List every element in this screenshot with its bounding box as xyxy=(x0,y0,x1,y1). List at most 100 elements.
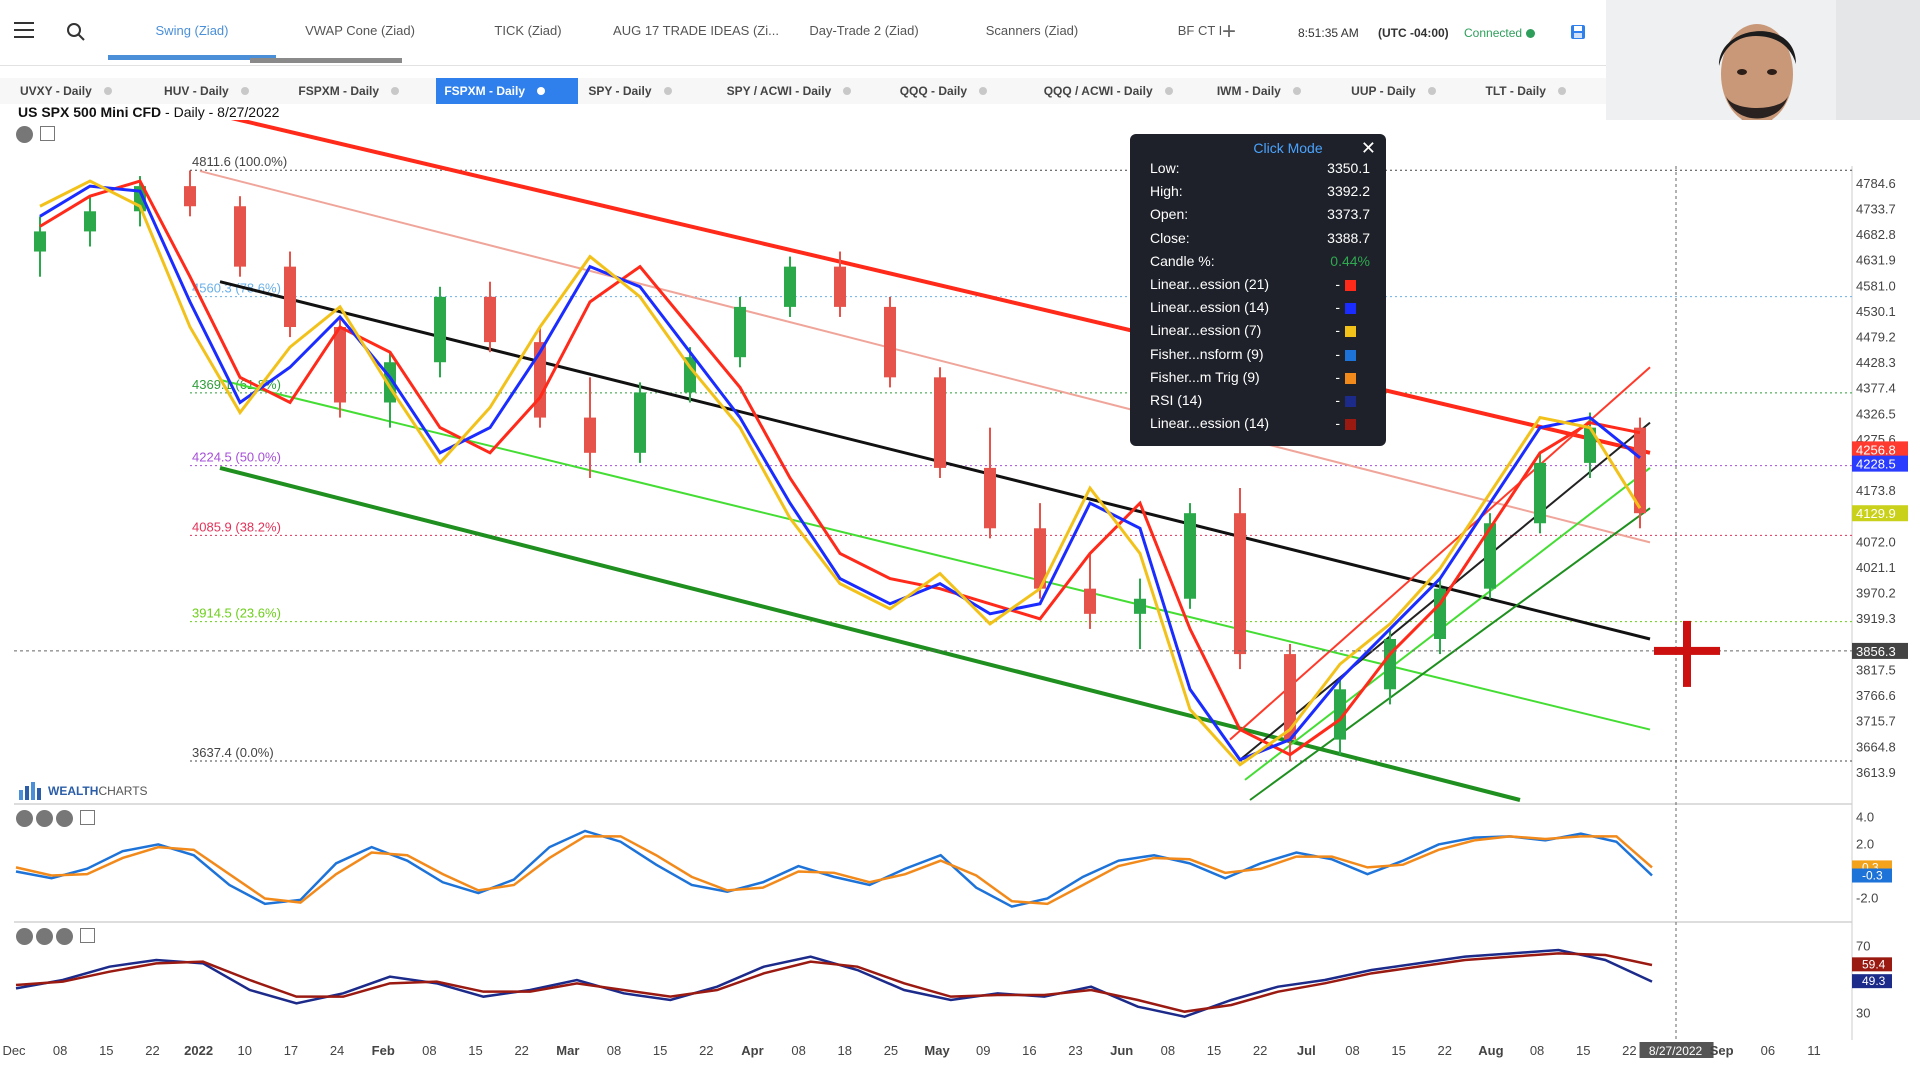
collapse-pane-icon[interactable] xyxy=(36,810,53,827)
tab-close-dot-icon[interactable] xyxy=(843,87,852,95)
indicator-row[interactable]: Linear...ession (14) - xyxy=(1150,299,1370,319)
candle-body xyxy=(1084,588,1096,614)
layout-tab[interactable]: TICK (Ziad) xyxy=(494,22,562,38)
price-axis-label: 3715.7 xyxy=(1856,714,1896,729)
tab-close-dot-icon[interactable] xyxy=(979,87,988,95)
info-label: Open: xyxy=(1150,206,1189,223)
chart-tab[interactable]: QQQ - Daily xyxy=(892,78,1034,104)
price-chart[interactable]: 4784.6 4733.7 4682.8 4631.9 4581.0 4530.1 4479… xyxy=(0,108,1920,1060)
osc1-tag-box xyxy=(1852,868,1892,883)
chart-tab[interactable]: FSPXM - Daily xyxy=(436,78,579,104)
indicator-color-swatch[interactable] xyxy=(1345,326,1356,338)
indicator-row[interactable]: Linear...ession (14) - xyxy=(1150,415,1370,435)
chart-tab[interactable]: UVXY - Daily xyxy=(12,78,154,104)
indicator-row[interactable]: Fisher...nsform (9) - xyxy=(1150,346,1370,366)
indicator-row[interactable]: Linear...ession (21) - xyxy=(1150,276,1370,296)
x-axis-label: 22 xyxy=(699,1043,713,1058)
indicator-value: - xyxy=(1335,276,1340,292)
tab-close-dot-icon[interactable] xyxy=(103,87,112,95)
layout-tab[interactable]: VWAP Cone (Ziad) xyxy=(305,22,415,38)
candle-body xyxy=(1034,528,1046,589)
tab-close-dot-icon[interactable] xyxy=(1164,87,1173,95)
chart-tab[interactable]: HUV - Daily xyxy=(156,78,288,104)
move-up-icon[interactable] xyxy=(56,810,73,827)
candle-body xyxy=(1334,689,1346,740)
x-axis-label: 22 xyxy=(1253,1043,1267,1058)
collapse-pane-icon[interactable] xyxy=(36,928,53,945)
chart-tab-strip: UVXY - Daily HUV - Daily FSPXM - Daily FSPX… xyxy=(0,78,1606,104)
indicator-color-swatch[interactable] xyxy=(1345,280,1356,291)
trend-channel-line xyxy=(1244,467,1651,781)
price-axis-label: 4682.8 xyxy=(1856,227,1896,242)
indicator-value: - xyxy=(1335,299,1340,316)
tab-close-dot-icon[interactable] xyxy=(1427,87,1436,95)
info-value: 3373.7 xyxy=(1327,206,1370,223)
layout-tab[interactable]: Scanners (Ziad) xyxy=(985,22,1079,38)
chart-tab[interactable]: SPY - Daily xyxy=(580,78,716,104)
expand-pane-icon[interactable] xyxy=(80,928,95,943)
price-axis-label: 4530.1 xyxy=(1856,304,1896,319)
osc1-pane-controls xyxy=(16,810,95,827)
x-axis-label: 08 xyxy=(422,1043,436,1058)
price-axis-label: 4326.5 xyxy=(1856,406,1896,421)
expand-pane-icon[interactable] xyxy=(40,126,55,141)
chart-tab-label: SPY / ACWI - Daily xyxy=(726,84,832,98)
layout-tab[interactable]: Swing (Ziad) xyxy=(108,0,276,60)
hide-pane-icon[interactable] xyxy=(16,126,33,143)
indicator-row[interactable]: RSI (14) - xyxy=(1150,392,1370,412)
indicator-color-swatch[interactable] xyxy=(1345,396,1356,407)
tab-close-dot-icon[interactable] xyxy=(1292,87,1301,95)
candle-body xyxy=(1384,638,1396,690)
candle-body xyxy=(1234,513,1246,655)
chart-tab[interactable]: UUP - Daily xyxy=(1343,78,1475,104)
timezone: (UTC -04:00) xyxy=(1378,26,1449,40)
chart-area[interactable]: 4784.6 4733.7 4682.8 4631.9 4581.0 4530.1 4479… xyxy=(0,108,1920,1060)
chart-tab[interactable]: QQQ / ACWI - Daily xyxy=(1036,78,1207,104)
date-cursor-label: 8/27/2022 xyxy=(1649,1044,1703,1058)
candle-body xyxy=(234,206,246,267)
search-icon[interactable] xyxy=(66,22,86,42)
add-tab-button[interactable]: + xyxy=(1222,18,1237,45)
save-icon[interactable] xyxy=(1570,24,1586,40)
tab-close-dot-icon[interactable] xyxy=(240,87,249,95)
chart-tab[interactable]: IWM - Daily xyxy=(1209,78,1341,104)
move-up-icon[interactable] xyxy=(56,928,73,945)
tab-close-dot-icon[interactable] xyxy=(391,87,400,95)
close-icon[interactable]: ✕ xyxy=(1360,138,1376,158)
x-axis-label: 22 xyxy=(1622,1043,1636,1058)
indicator-row[interactable]: Fisher...m Trig (9) - xyxy=(1150,369,1370,389)
price-axis-label: 4173.8 xyxy=(1856,483,1896,498)
layout-tab[interactable]: BF CT I xyxy=(1177,22,1223,38)
expand-pane-icon[interactable] xyxy=(80,810,95,825)
chart-tab[interactable]: TLT - Daily xyxy=(1477,78,1604,104)
info-label: Low: xyxy=(1150,160,1180,176)
x-axis-label: 08 xyxy=(1161,1043,1175,1058)
osc2-tag-box xyxy=(1852,974,1892,989)
menu-icon[interactable] xyxy=(14,22,34,38)
hide-pane-icon[interactable] xyxy=(16,928,33,945)
chart-tab[interactable]: FSPXM - Daily xyxy=(290,78,434,104)
price-axis-label: 4733.7 xyxy=(1856,201,1896,216)
indicator-color-swatch[interactable] xyxy=(1345,419,1356,431)
osc1-tag-label: -0.3 xyxy=(1862,869,1883,883)
trend-channel-line xyxy=(199,108,1651,455)
osc2-tag-label: 59.4 xyxy=(1862,957,1886,971)
hide-pane-icon[interactable] xyxy=(16,810,33,827)
tab-close-dot-icon[interactable] xyxy=(537,87,546,95)
price-axis-label: 3817.5 xyxy=(1856,662,1896,677)
fib-level-label: 4811.6 (100.0%) xyxy=(192,154,287,169)
indicator-color-swatch[interactable] xyxy=(1345,372,1356,384)
tab-close-dot-icon[interactable] xyxy=(663,87,672,95)
indicator-row[interactable]: Linear...ession (7) - xyxy=(1150,322,1370,342)
indicator-value: - xyxy=(1335,345,1340,362)
indicator-color-swatch[interactable] xyxy=(1345,303,1356,315)
layout-tab[interactable]: AUG 17 TRADE IDEAS (Zi... xyxy=(613,22,779,38)
tab-close-dot-icon[interactable] xyxy=(1557,87,1566,95)
price-axis-label: 3970.2 xyxy=(1856,586,1896,601)
chart-tab[interactable]: SPY / ACWI - Daily xyxy=(719,78,890,104)
layout-tab[interactable]: Day-Trade 2 (Ziad) xyxy=(809,22,919,38)
indicator-color-swatch[interactable] xyxy=(1345,349,1356,361)
price-axis-label: 4581.0 xyxy=(1856,278,1896,293)
fib-level-label: 3637.4 (0.0%) xyxy=(192,745,274,760)
wealthcharts-logo: WEALTH CHARTS xyxy=(18,782,148,800)
